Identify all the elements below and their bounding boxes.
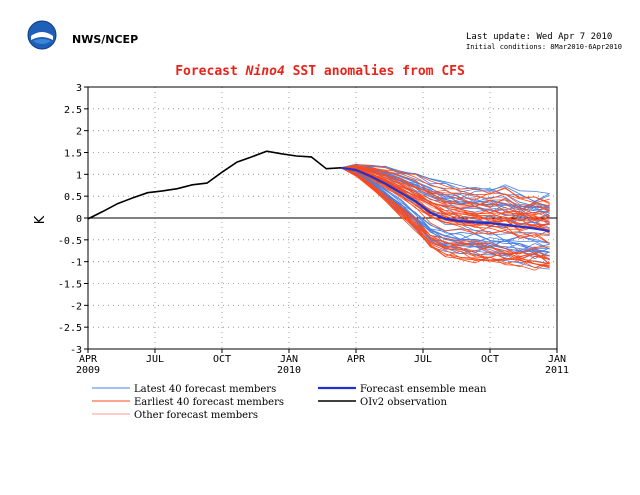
legend-ensemble-mean-label: Forecast ensemble mean [360, 384, 487, 395]
forecast-members [340, 163, 550, 271]
y-axis: -3 -2.5 -2 -1.5 -1 -0.5 0 0.5 1 1.5 2 2.5 3 [58, 83, 88, 356]
title-region: Nino4 [245, 64, 285, 79]
y-tick-label: 3 [76, 83, 82, 94]
last-update-text: Last update: Wed Apr 7 2010 [466, 32, 613, 42]
y-axis-label: K [33, 215, 48, 224]
y-tick-label: 1.5 [64, 149, 82, 160]
earliest-forecast-member [340, 167, 550, 221]
legend-observation-label: OIv2 observation [360, 397, 447, 408]
earliest-forecast-member [341, 167, 550, 218]
earliest-forecast-member [340, 167, 550, 220]
latest-forecast-member [340, 167, 550, 253]
earliest-forecast-member [340, 165, 550, 203]
y-tick-label: -1.5 [58, 280, 82, 291]
legend-other-members-label: Other forecast members [134, 410, 258, 421]
y-tick-label: 1 [76, 170, 82, 181]
noaa-logo-graphic [27, 20, 57, 50]
earliest-forecast-member [340, 166, 550, 215]
legend-latest-members-label: Latest 40 forecast members [134, 384, 276, 395]
x-tick-year: 2011 [545, 365, 569, 376]
latest-forecast-member [340, 165, 550, 218]
legend: Latest 40 forecast members Earliest 40 fo… [92, 384, 487, 421]
x-tick-label: APR [79, 354, 98, 365]
x-tick-label: JUL [146, 354, 164, 365]
earliest-forecast-member [340, 165, 550, 205]
y-tick-label: 0.5 [64, 192, 82, 203]
x-tick-label: JAN [280, 354, 298, 365]
y-tick-label: 2.5 [64, 105, 82, 116]
x-tick-label: JAN [548, 354, 566, 365]
earliest-forecast-member [340, 167, 550, 244]
title-suffix: SST anomalies from CFS [284, 64, 465, 79]
x-tick-label: OCT [213, 354, 231, 365]
x-tick-year: 2010 [277, 365, 301, 376]
x-tick-label: APR [347, 354, 366, 365]
earliest-forecast-member [340, 166, 550, 211]
title-prefix: Forecast [175, 64, 246, 79]
x-tick-label: JUL [414, 354, 432, 365]
org-name: NWS/NCEP [72, 33, 139, 46]
x-tick-year: 2009 [76, 365, 100, 376]
earliest-forecast-member [340, 167, 550, 265]
y-tick-label: -3 [70, 345, 82, 356]
latest-forecast-member [340, 166, 550, 214]
chart-title: Forecast Nino4 SST anomalies from CFS [0, 64, 640, 79]
main-series [87, 150, 550, 233]
initial-conditions-text: Initial conditions: 8Mar2010-6Apr2010 [466, 43, 622, 51]
y-tick-label: 0 [76, 214, 82, 225]
y-tick-label: -0.5 [58, 236, 82, 247]
earliest-forecast-member [340, 167, 550, 231]
noaa-logo [27, 20, 57, 50]
earliest-forecast-member [340, 164, 550, 204]
earliest-forecast-member [340, 167, 550, 261]
ensemble-mean-line [340, 166, 550, 233]
earliest-forecast-member [340, 167, 550, 268]
y-tick-label: -2.5 [58, 323, 82, 334]
legend-earliest-members-label: Earliest 40 forecast members [134, 397, 284, 408]
observation-line [87, 150, 342, 220]
earliest-forecast-member [340, 167, 550, 229]
y-tick-label: -1 [70, 258, 82, 269]
latest-forecast-member [340, 167, 550, 253]
x-tick-label: OCT [481, 354, 499, 365]
y-tick-label: -2 [70, 301, 82, 312]
update-info: Last update: Wed Apr 7 2010 Initial cond… [466, 32, 622, 52]
y-tick-label: 2 [76, 127, 82, 138]
